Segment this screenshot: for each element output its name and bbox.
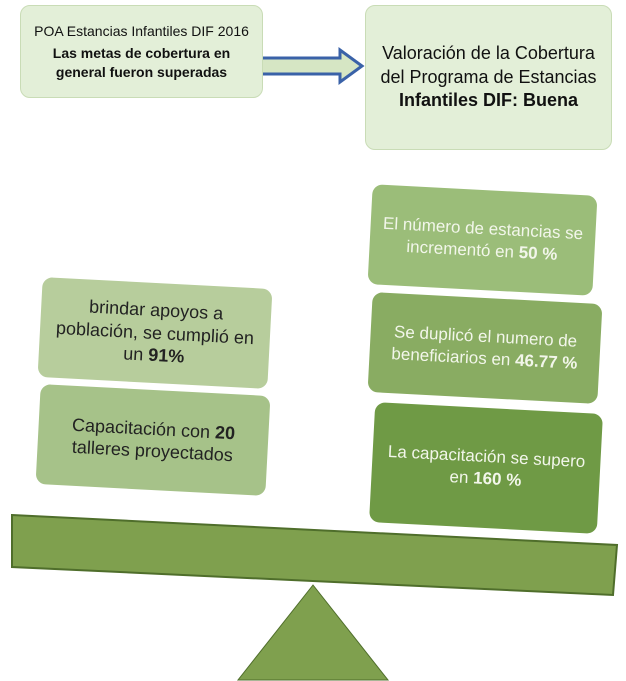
right-box: El número de estancias se incrementó en … <box>367 184 598 296</box>
right-bold: 50 % <box>518 242 558 264</box>
arrow <box>256 47 365 85</box>
right-content: La capacitación se supero en 160 % <box>379 440 593 495</box>
left-bold: 91% <box>147 344 185 367</box>
header-left-text: POA Estancias Infantiles DIF 2016 <box>34 23 249 40</box>
header-right-bold: Infantiles DIF: Buena <box>398 90 578 111</box>
header-left-bold: Las metas de cobertura en general fueron… <box>52 45 231 80</box>
right-content: Se duplicó el numero de beneficiarios en… <box>377 320 593 375</box>
beam <box>11 513 619 597</box>
left-box: brindar apoyos a población, se cumplió e… <box>37 277 273 389</box>
fulcrum <box>236 584 390 681</box>
right-bold: 160 % <box>472 468 522 490</box>
left-content: brindar apoyos a población, se cumplió e… <box>46 294 263 373</box>
header-right-text: Valoración de la Cobertura del Programa … <box>380 43 597 87</box>
right-content: El número de estancias se incrementó en … <box>377 212 588 267</box>
right-box: Se duplicó el numero de beneficiarios en… <box>367 292 603 404</box>
left-content: Capacitación con 20 talleres proyectados <box>45 412 261 468</box>
header-right-box: Valoración de la Cobertura del Programa … <box>365 5 612 150</box>
right-box: La capacitación se supero en 160 % <box>369 402 603 534</box>
header-left-box: POA Estancias Infantiles DIF 2016 Las me… <box>20 5 263 98</box>
header-right-content: Valoración de la Cobertura del Programa … <box>374 42 603 112</box>
left-bold: 20 <box>214 421 236 443</box>
left-box: Capacitación con 20 talleres proyectados <box>35 384 271 496</box>
right-bold: 46.77 % <box>514 350 578 373</box>
